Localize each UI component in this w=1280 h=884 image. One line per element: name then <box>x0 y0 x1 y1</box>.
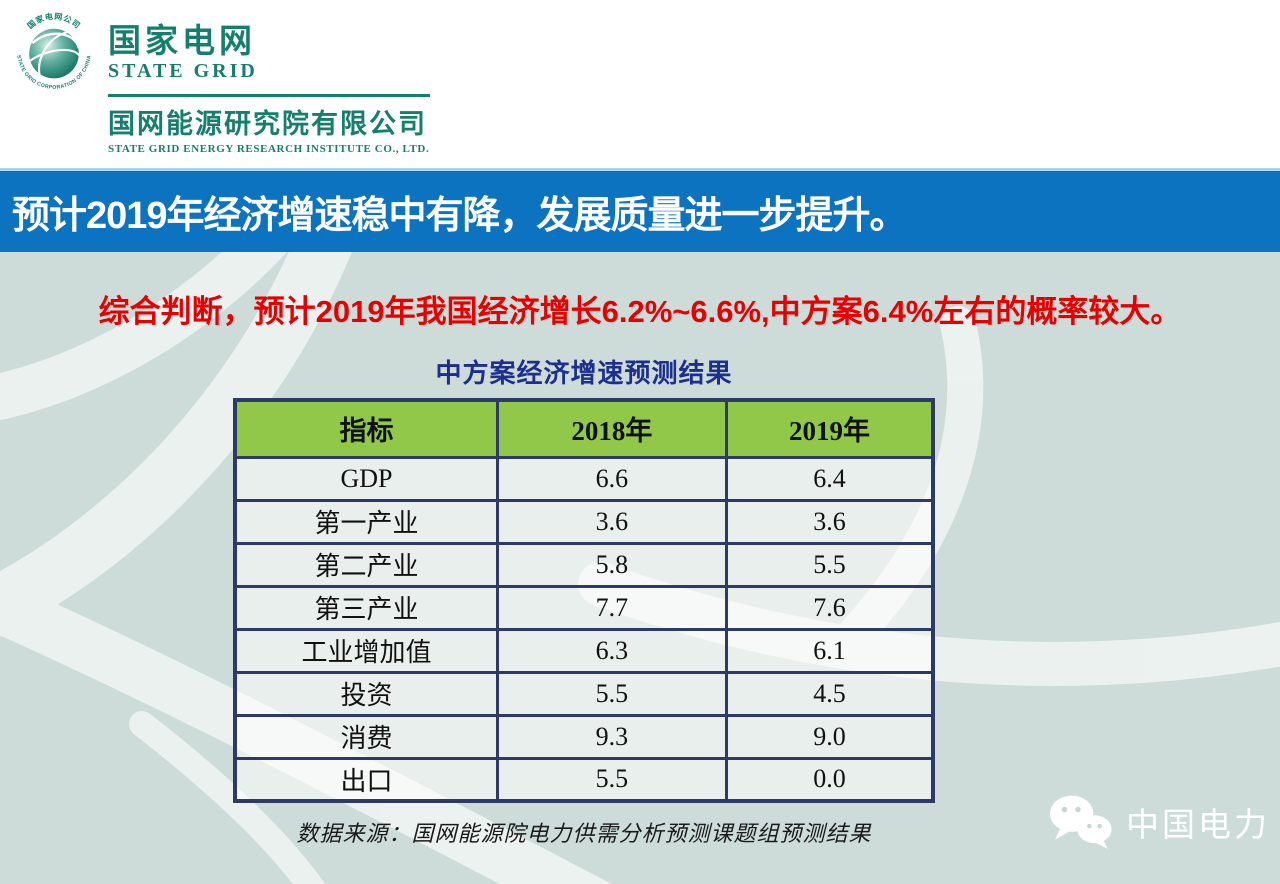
table-head: 指标 2018年 2019年 <box>233 398 935 459</box>
body-content: 综合判断，预计2019年我国经济增长6.2%~6.6%,中方案6.4%左右的概率… <box>0 286 1280 848</box>
value-2019-cell: 4.5 <box>724 670 935 717</box>
value-2018-cell: 3.6 <box>495 498 728 545</box>
logo-divider <box>108 93 430 97</box>
value-2019-cell: 9.0 <box>724 713 935 760</box>
indicator-cell: 投资 <box>233 670 499 717</box>
table-row: 第三产业 7.7 7.6 <box>233 584 935 631</box>
highlight-text: 综合判断，预计2019年我国经济增长6.2%~6.6%,中方案6.4%左右的概率… <box>98 294 1182 329</box>
emblem-zh-text: 国家电网公司 <box>25 11 81 31</box>
table-area: 中方案经济增速预测结果 指标 2018年 2019年 GDP 6.6 6.4 第一产业… <box>233 353 935 848</box>
value-2018-cell: 5.5 <box>495 670 728 717</box>
value-2019-cell: 6.4 <box>724 455 935 502</box>
indicator-cell: 工业增加值 <box>233 627 499 674</box>
wechat-icon <box>1050 795 1112 849</box>
col-header-indicator: 指标 <box>233 398 499 459</box>
table-row: GDP 6.6 6.4 <box>233 455 935 502</box>
indicator-cell: 出口 <box>233 756 499 803</box>
logo-zh-name: 国家电网 <box>108 22 256 59</box>
state-grid-globe-icon: 国家电网公司 STATE GRID CORPORATION OF CHINA <box>15 11 92 91</box>
headline-bar: 预计2019年经济增速稳中有降，发展质量进一步提升。 <box>0 168 1280 252</box>
subsidiary-zh-name: 国网能源研究院有限公司 <box>108 108 427 139</box>
logo-en-name: STATE GRID <box>108 59 258 82</box>
col-header-2018: 2018年 <box>495 398 728 459</box>
top-band: 国家电网公司 STATE GRID CORPORATION OF CHINA 国… <box>0 0 1280 168</box>
value-2019-cell: 6.1 <box>724 627 935 674</box>
table-title: 中方案经济增速预测结果 <box>435 359 733 388</box>
subsidiary-en-name: STATE GRID ENERGY RESEARCH INSTITUTE CO.… <box>108 142 430 155</box>
indicator-cell: GDP <box>233 455 499 502</box>
table-row: 出口 5.5 0.0 <box>233 756 935 803</box>
value-2018-cell: 7.7 <box>495 584 728 631</box>
indicator-cell: 消费 <box>233 713 499 760</box>
headline-text: 预计2019年经济增速稳中有降，发展质量进一步提升。 <box>12 195 908 237</box>
value-2018-cell: 5.8 <box>495 541 728 588</box>
value-2018-cell: 9.3 <box>495 713 728 760</box>
indicator-cell: 第一产业 <box>233 498 499 545</box>
slide-body: 综合判断，预计2019年我国经济增长6.2%~6.6%,中方案6.4%左右的概率… <box>0 252 1280 884</box>
table-row: 第一产业 3.6 3.6 <box>233 498 935 545</box>
table-row: 第二产业 5.8 5.5 <box>233 541 935 588</box>
table-body: GDP 6.6 6.4 第一产业 3.6 3.6 第二产业 5.8 5.5 第三产业 7.7 7.6 工… <box>233 455 935 803</box>
svg-text:国家电网公司: 国家电网公司 <box>25 11 82 31</box>
value-2018-cell: 6.6 <box>495 455 728 502</box>
indicator-cell: 第三产业 <box>233 584 499 631</box>
header-row: 指标 2018年 2019年 <box>233 398 935 459</box>
table-row: 投资 5.5 4.5 <box>233 670 935 717</box>
wechat-account-label: 中国电力 <box>1126 806 1270 843</box>
value-2019-cell: 0.0 <box>724 756 935 803</box>
table-row: 工业增加值 6.3 6.1 <box>233 627 935 674</box>
indicator-cell: 第二产业 <box>233 541 499 588</box>
value-2018-cell: 6.3 <box>495 627 728 674</box>
source-note: 数据来源：国网能源院电力供需分析预测课题组预测结果 <box>296 821 872 846</box>
forecast-table: 指标 2018年 2019年 GDP 6.6 6.4 第一产业 3.6 3.6 第二产业 5.… <box>233 398 935 803</box>
wechat-badge: 中国电力 <box>1046 792 1270 852</box>
table-row: 消费 9.3 9.0 <box>233 713 935 760</box>
value-2018-cell: 5.5 <box>495 756 728 803</box>
col-header-2019: 2019年 <box>724 398 935 459</box>
value-2019-cell: 7.6 <box>724 584 935 631</box>
value-2019-cell: 3.6 <box>724 498 935 545</box>
value-2019-cell: 5.5 <box>724 541 935 588</box>
state-grid-logo-text: 国家电网 STATE GRID 国网能源研究院有限公司 STATE GRID E… <box>108 22 430 155</box>
